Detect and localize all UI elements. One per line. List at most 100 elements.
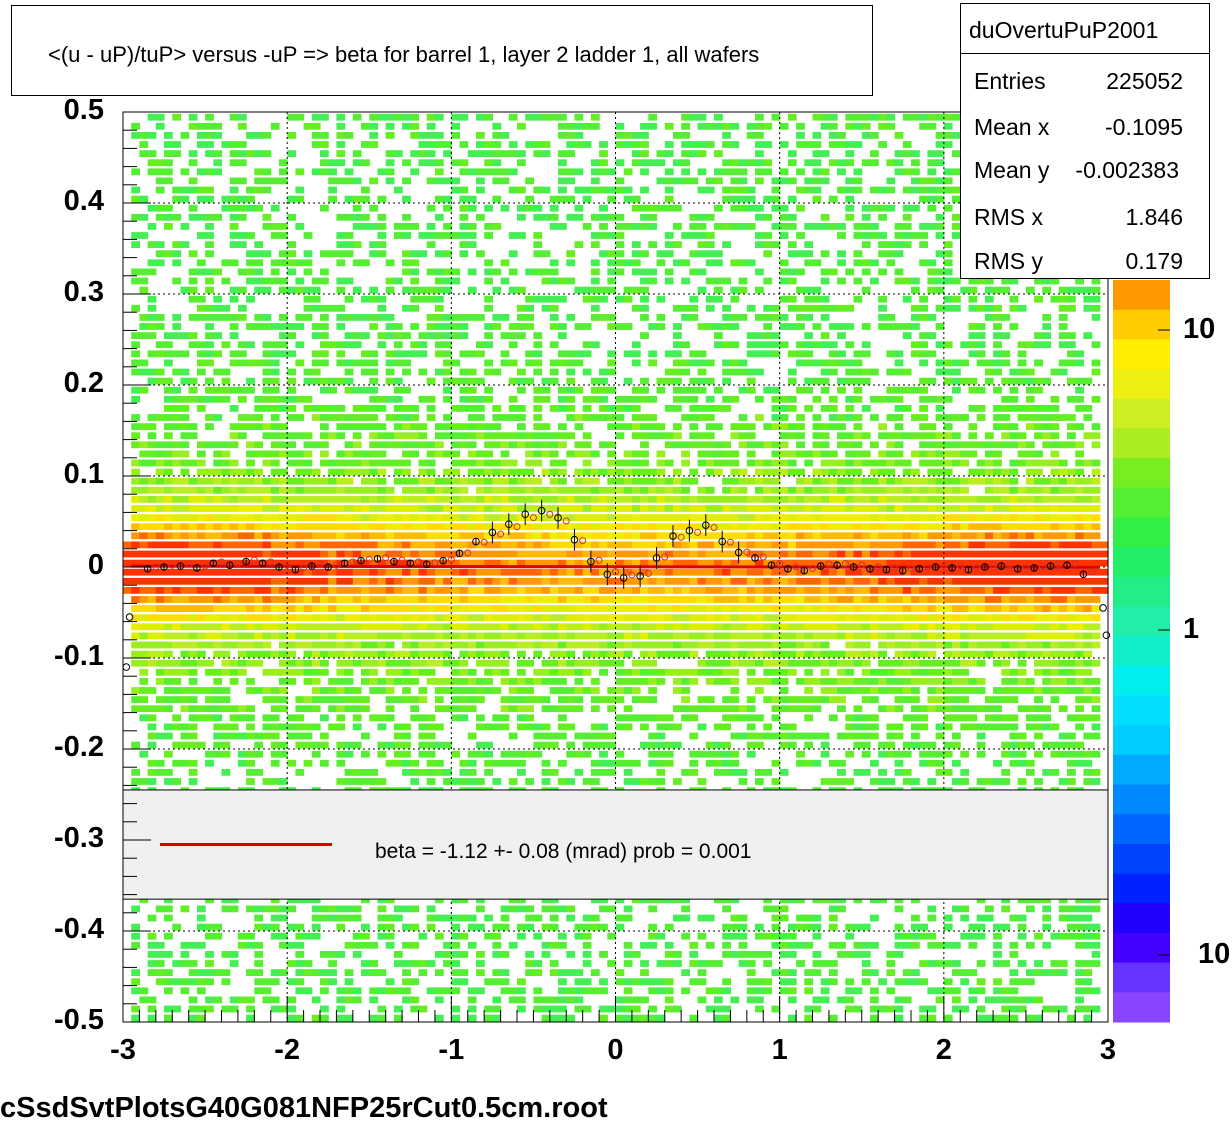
heatmap-cell [295,286,305,294]
heatmap-cell [656,741,666,749]
heatmap-cell [196,186,206,194]
heatmap-cell [763,241,773,248]
heatmap-cell [590,477,600,485]
heatmap-cell [270,468,280,476]
heatmap-cell [508,377,518,385]
heatmap-cell [180,186,190,194]
heatmap-cell [287,268,296,276]
heatmap-cell [344,332,354,339]
heatmap-cell [369,969,379,976]
heatmap-cell [287,459,296,467]
heatmap-cell [410,486,420,494]
heatmap-cell [229,514,239,521]
heatmap-cell [377,459,387,467]
heatmap-cell [484,141,493,148]
heatmap-cell [582,195,592,203]
heatmap-cell [402,696,411,703]
heatmap-cell [541,614,551,622]
heatmap-cell [730,168,740,176]
heatmap-cell [648,505,658,512]
heatmap-cell [188,213,198,221]
heatmap-cell [155,496,165,503]
heatmap-cell [385,659,395,667]
heatmap-cell [336,605,346,612]
heatmap-cell [467,414,477,421]
heatmap-cell [755,150,764,157]
heatmap-cell [287,477,296,485]
heatmap-cell [385,286,395,294]
heatmap-cell [476,486,485,494]
heatmap-cell [180,350,190,358]
heatmap-cell [500,496,510,503]
heatmap-cell [648,659,658,667]
heatmap-cell [426,714,436,722]
heatmap-cell [361,423,370,430]
heatmap-cell [508,987,518,995]
heatmap-cell [139,450,149,458]
heatmap-cell [246,969,255,976]
heatmap-cell [147,414,157,421]
heatmap-cell [295,696,305,703]
heatmap-cell [172,614,182,622]
heatmap-cell [492,1005,502,1013]
heatmap-cell [738,368,748,376]
heatmap-cell [254,314,264,321]
heatmap-cell [131,341,140,349]
heatmap-cell [459,632,469,640]
heatmap-cell [640,696,649,703]
heatmap-cell [738,177,748,185]
heatmap-cell [443,368,452,376]
heatmap-cell [196,523,206,531]
heatmap-cell [443,496,452,503]
heatmap-cell [451,323,461,330]
heatmap-cell [352,550,362,558]
heatmap-cell [188,523,198,531]
heatmap-cell [451,978,461,986]
heatmap-cell [237,550,247,558]
heatmap-cell [279,678,288,685]
heatmap-cell [673,505,682,512]
heatmap-cell [492,759,502,767]
heatmap-cell [763,122,773,130]
heatmap-cell [755,213,764,221]
heatmap-cell [730,732,740,740]
heatmap-cell [451,587,461,594]
heatmap-cell [344,687,354,694]
heatmap-cell [763,486,773,494]
heatmap-cell [549,295,559,303]
heatmap-cell [279,159,288,167]
heatmap-cell [188,277,198,285]
heatmap-cell [229,223,239,230]
heatmap-cell [566,450,576,458]
heatmap-cell [746,541,756,549]
heatmap-cell [385,559,395,567]
heatmap-cell [270,696,280,703]
heatmap-cell [402,532,411,540]
heatmap-cell [196,268,206,276]
heatmap-cell [155,377,165,385]
heatmap-cell [155,568,165,576]
heatmap-cell [147,741,157,749]
heatmap-cell [566,750,576,758]
heatmap-cell [393,960,403,967]
heatmap-cell [689,568,699,576]
heatmap-cell [172,350,182,358]
heatmap-cell [352,286,362,294]
heatmap-cell [196,395,206,403]
heatmap-cell [295,632,305,640]
heatmap-cell [451,914,461,922]
heatmap-cell [196,132,206,139]
heatmap-cell [262,641,272,649]
heatmap-cell [631,304,641,312]
heatmap-cell [369,650,379,658]
heatmap-cell [541,441,551,449]
heatmap-cell [508,250,518,258]
heatmap-cell [443,596,452,603]
heatmap-cell [459,641,469,649]
heatmap-cell [574,441,584,449]
heatmap-cell [213,477,223,485]
heatmap-cell [607,477,617,485]
heatmap-cell [270,477,280,485]
heatmap-cell [279,496,288,503]
heatmap-cell [492,923,502,931]
